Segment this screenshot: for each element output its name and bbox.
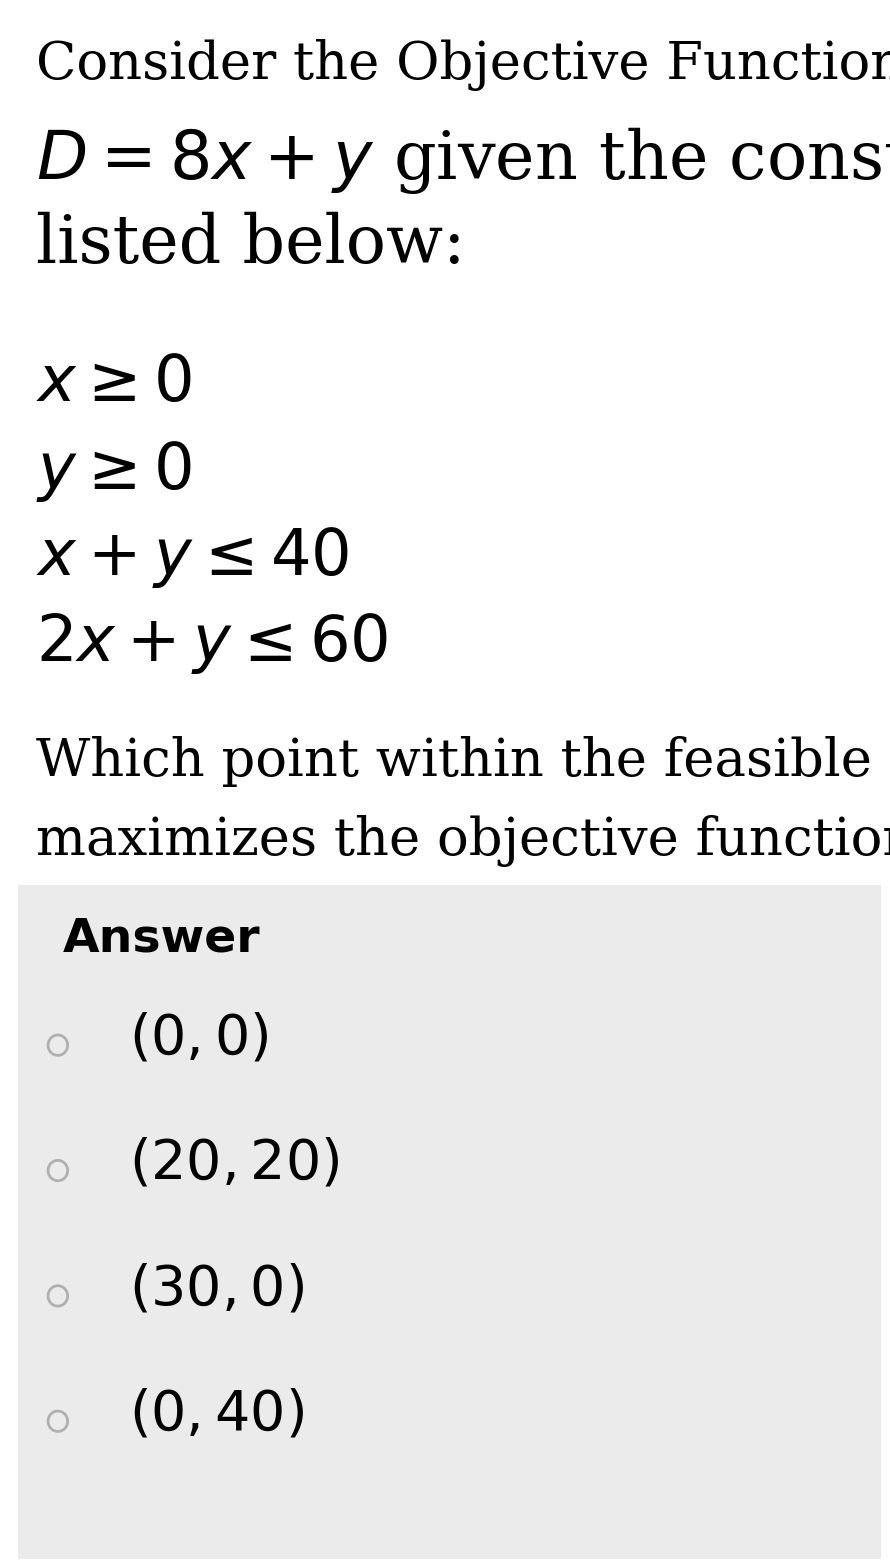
Text: $2x + y \leq 60$: $2x + y \leq 60$ [36, 611, 388, 675]
Text: $D = 8x + y$ given the constraints: $D = 8x + y$ given the constraints [36, 125, 890, 196]
Text: maximizes the objective function?: maximizes the objective function? [36, 815, 890, 867]
Text: Answer: Answer [62, 917, 260, 962]
Ellipse shape [48, 1285, 68, 1307]
Text: $x + y \leq 40$: $x + y \leq 40$ [36, 525, 349, 589]
Text: listed below:: listed below: [36, 212, 465, 277]
Text: Consider the Objective Function:: Consider the Objective Function: [36, 39, 890, 91]
Text: $x \geq 0$: $x \geq 0$ [36, 353, 192, 414]
Text: $(30, 0)$: $(30, 0)$ [129, 1261, 304, 1316]
Text: $(0, 0)$: $(0, 0)$ [129, 1011, 269, 1066]
Text: Which point within the feasible regio: Which point within the feasible regio [36, 736, 890, 788]
Ellipse shape [48, 1160, 68, 1182]
Ellipse shape [48, 1410, 68, 1432]
Text: $(0, 40)$: $(0, 40)$ [129, 1387, 304, 1442]
Ellipse shape [48, 1034, 68, 1056]
Bar [18, 885, 881, 1559]
Text: $(20, 20)$: $(20, 20)$ [129, 1136, 339, 1191]
Text: $y \geq 0$: $y \geq 0$ [36, 439, 191, 503]
